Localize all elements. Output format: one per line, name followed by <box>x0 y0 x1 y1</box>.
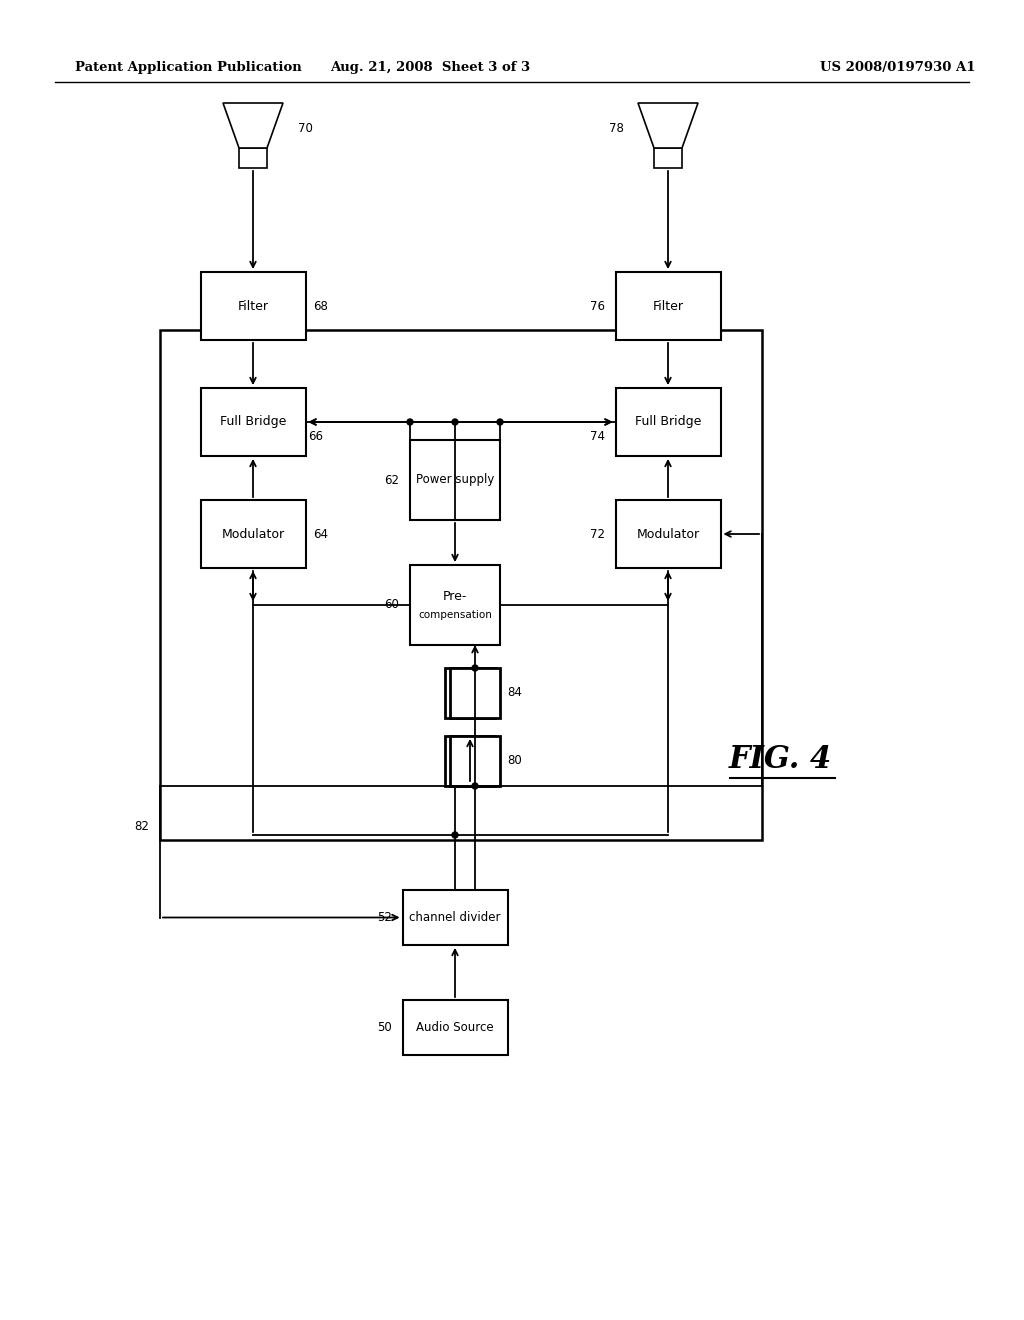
Bar <box>410 565 500 645</box>
Circle shape <box>452 832 458 838</box>
Text: 78: 78 <box>608 121 624 135</box>
Bar <box>410 440 500 520</box>
Bar <box>201 388 305 455</box>
Text: Pre-: Pre- <box>442 590 467 603</box>
Circle shape <box>472 665 478 671</box>
Bar <box>615 272 721 341</box>
Text: 82: 82 <box>134 820 150 833</box>
Text: 80: 80 <box>508 755 522 767</box>
Bar <box>445 737 495 785</box>
Bar <box>615 388 721 455</box>
Circle shape <box>407 418 413 425</box>
Text: Filter: Filter <box>238 300 268 313</box>
Bar <box>445 668 495 718</box>
Text: Full Bridge: Full Bridge <box>635 416 701 429</box>
Text: 52: 52 <box>377 911 392 924</box>
Bar <box>402 890 508 945</box>
Circle shape <box>497 418 503 425</box>
Text: Audio Source: Audio Source <box>416 1020 494 1034</box>
Text: 62: 62 <box>384 474 399 487</box>
Bar <box>615 500 721 568</box>
Text: 76: 76 <box>590 300 605 313</box>
Text: 66: 66 <box>308 430 323 444</box>
Text: Filter: Filter <box>652 300 683 313</box>
Circle shape <box>472 783 478 789</box>
Text: Power supply: Power supply <box>416 474 495 487</box>
Text: 74: 74 <box>590 430 605 444</box>
Text: Modulator: Modulator <box>637 528 699 540</box>
Bar <box>402 1001 508 1055</box>
Bar <box>160 330 762 840</box>
Text: Aug. 21, 2008  Sheet 3 of 3: Aug. 21, 2008 Sheet 3 of 3 <box>330 62 530 74</box>
Text: channel divider: channel divider <box>410 911 501 924</box>
Text: 60: 60 <box>385 598 399 611</box>
Text: FIG. 4: FIG. 4 <box>728 744 831 776</box>
Text: 70: 70 <box>298 121 312 135</box>
Bar <box>450 737 500 785</box>
Text: 84: 84 <box>508 686 522 700</box>
Text: 50: 50 <box>377 1020 392 1034</box>
Bar <box>201 272 305 341</box>
Text: compensation: compensation <box>418 610 492 620</box>
Text: Modulator: Modulator <box>221 528 285 540</box>
Text: Patent Application Publication: Patent Application Publication <box>75 62 302 74</box>
Text: US 2008/0197930 A1: US 2008/0197930 A1 <box>820 62 976 74</box>
Text: 64: 64 <box>313 528 328 540</box>
Bar <box>654 148 682 168</box>
Polygon shape <box>638 103 698 148</box>
Text: Full Bridge: Full Bridge <box>220 416 286 429</box>
Text: 68: 68 <box>313 300 328 313</box>
Bar <box>450 668 500 718</box>
Circle shape <box>452 418 458 425</box>
Polygon shape <box>223 103 283 148</box>
Bar <box>239 148 267 168</box>
Bar <box>201 500 305 568</box>
Text: 72: 72 <box>590 528 605 540</box>
